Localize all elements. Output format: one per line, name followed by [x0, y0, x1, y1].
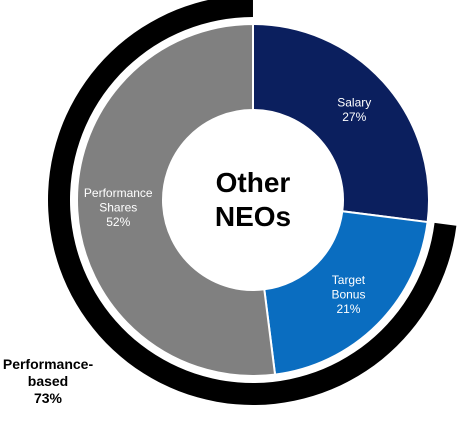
- slice-label-line: Performance: [84, 186, 153, 200]
- slice-label-line: Salary: [337, 96, 371, 110]
- slice-label-line: 21%: [336, 302, 360, 316]
- donut-slice: [252, 22, 430, 224]
- slice-label: Target Bonus 21%: [331, 273, 365, 316]
- slice-label: Performance Shares 52%: [84, 186, 153, 229]
- center-label: Other NEOs: [215, 168, 291, 233]
- outer-ring-label-line: 73%: [34, 390, 63, 406]
- slice-label-line: Target: [332, 273, 366, 287]
- slice-label-line: 27%: [342, 110, 366, 124]
- center-label-line: NEOs: [215, 201, 291, 232]
- slice-label: Salary 27%: [337, 96, 371, 124]
- slice-label-line: Bonus: [331, 288, 365, 302]
- outer-ring-label-line: based: [28, 373, 68, 389]
- center-label-line: Other: [216, 168, 291, 199]
- outer-ring-label: Performance-based 73%: [3, 356, 94, 406]
- donut-slice: [263, 210, 429, 376]
- donut-slice: [76, 22, 277, 377]
- slice-label-line: 52%: [106, 215, 130, 229]
- outer-ring-label-line: Performance-: [3, 356, 94, 372]
- slice-label-line: Shares: [99, 201, 137, 215]
